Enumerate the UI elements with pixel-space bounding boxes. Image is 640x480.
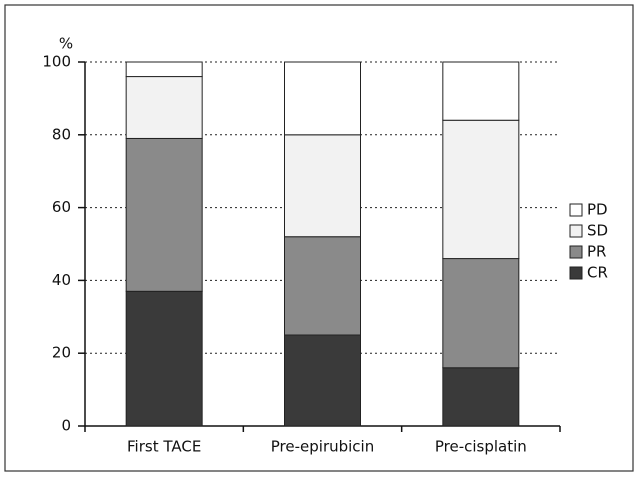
bar-segment (284, 61, 361, 136)
bar-segment (442, 119, 520, 260)
bar-segment (442, 258, 520, 369)
y-tick-label: 60 (52, 198, 71, 216)
x-tick-label: Pre-epirubicin (271, 438, 374, 456)
bar-segment (125, 137, 203, 292)
legend-swatch (569, 266, 583, 280)
y-tick-label: 40 (52, 271, 71, 289)
bar-segment (125, 61, 203, 78)
bar-segment (125, 76, 203, 139)
y-tick-label: 20 (52, 344, 71, 362)
y-tick-label: 100 (42, 53, 71, 71)
bar-segment (442, 367, 520, 427)
frame (4, 4, 634, 472)
legend-label: CR (587, 264, 608, 282)
y-tick-label: 80 (52, 125, 71, 143)
bar-segment (125, 290, 203, 427)
bar-segment (284, 334, 361, 427)
y-axis-label: % (59, 35, 73, 53)
legend-label: PR (587, 243, 606, 261)
legend-swatch (569, 245, 583, 259)
legend-label: PD (587, 201, 608, 219)
legend-label: SD (587, 222, 608, 240)
x-tick-label: Pre-cisplatin (435, 438, 527, 456)
legend-swatch (569, 203, 583, 217)
legend-swatch (569, 224, 583, 238)
bar-segment (442, 61, 520, 121)
bar-segment (284, 134, 361, 238)
bar-segment (284, 236, 361, 336)
x-tick-label: First TACE (127, 438, 201, 456)
y-tick-label: 0 (61, 417, 71, 435)
